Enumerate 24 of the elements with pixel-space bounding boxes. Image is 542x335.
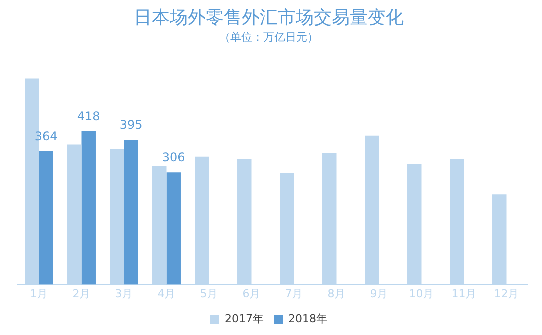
x-tick-label: 6月: [242, 287, 261, 300]
x-tick-label: 2月: [72, 287, 91, 300]
data-label: 395: [120, 118, 143, 132]
x-tick-label: 10月: [409, 287, 434, 300]
x-tick-label: 4月: [158, 287, 176, 300]
x-tick-label: 8月: [328, 287, 346, 300]
data-label: 364: [34, 129, 58, 144]
x-tick-label: 12月: [494, 287, 520, 300]
bar: [166, 172, 181, 285]
legend-label: 2017年: [225, 312, 264, 326]
x-tick-label: 5月: [200, 287, 218, 300]
legend-label: 2018年: [288, 312, 328, 326]
chart-title: 日本场外零售外汇市场交易量变化: [134, 7, 404, 28]
data-label: 306: [162, 150, 186, 165]
bar: [124, 140, 138, 285]
x-tick-label: 9月: [370, 287, 388, 300]
x-tick-label: 7月: [285, 287, 304, 300]
bar: [82, 132, 96, 285]
chart-subtitle: （单位：万亿日元）: [220, 31, 318, 44]
x-tick-label: 3月: [115, 287, 134, 300]
x-tick-label: 1月: [30, 287, 48, 300]
x-tick-label: 11月: [452, 287, 477, 300]
data-label: 418: [77, 110, 100, 124]
bar: [39, 151, 54, 285]
